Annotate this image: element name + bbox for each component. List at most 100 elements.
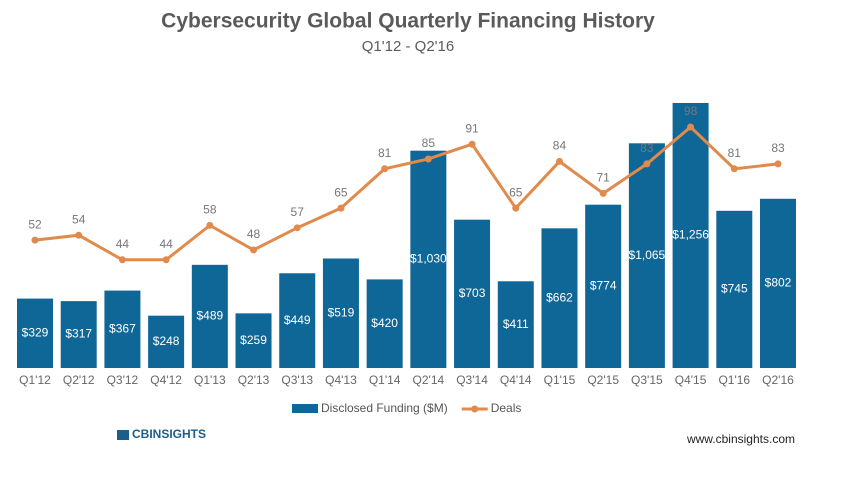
deals-line: [34, 124, 779, 262]
bar-value-label: $449: [284, 313, 311, 327]
bar-value-label: $248: [153, 334, 180, 348]
bar: [279, 273, 316, 368]
bar: [716, 210, 753, 368]
bar-value-label: $1,065: [629, 248, 666, 262]
deals-point: [31, 236, 39, 244]
x-tick-label: Q2'14: [413, 373, 445, 387]
bar: [497, 281, 534, 368]
deals-point: [730, 165, 738, 173]
deals-point: [643, 160, 651, 168]
deals-point: [687, 123, 695, 131]
deals-value-label: 71: [596, 171, 610, 185]
bar-value-label: $489: [196, 309, 223, 323]
deals-point: [337, 204, 345, 212]
deals-point: [512, 204, 520, 212]
deals-point: [118, 256, 126, 264]
x-tick-label: Q4'14: [500, 373, 532, 387]
deals-point: [774, 160, 782, 168]
bar-value-label: $1,256: [672, 228, 709, 242]
x-tick-label: Q1'12: [19, 373, 51, 387]
deals-point: [381, 165, 389, 173]
bar: [366, 279, 403, 368]
bar-value-label: $703: [459, 286, 486, 300]
bar: [760, 198, 796, 368]
deals-value-label: 81: [378, 146, 392, 160]
x-tick-label: Q2'12: [63, 373, 95, 387]
bar: [541, 228, 578, 368]
bar-value-label: $317: [65, 327, 92, 341]
deals-value-label: 91: [465, 121, 479, 135]
bar-value-label: $367: [109, 321, 136, 335]
deals-value-label: 83: [771, 141, 785, 155]
website: www.cbinsights.com: [686, 432, 795, 446]
bar-value-label: $802: [765, 276, 792, 290]
x-tick-label: Q2'16: [762, 373, 794, 387]
chart-subtitle: Q1'12 - Q2'16: [362, 38, 454, 55]
deals-point: [555, 157, 563, 165]
deals-value-label: 44: [159, 237, 173, 251]
bar: [672, 103, 709, 368]
deals-point: [599, 189, 607, 197]
deals-value-label: 65: [509, 185, 523, 199]
bar-value-label: $411: [503, 317, 529, 331]
legend-label: Disclosed Funding ($M): [321, 401, 448, 415]
bar: [235, 313, 272, 368]
bar: [104, 290, 141, 368]
bar: [148, 315, 185, 368]
bar: [191, 264, 228, 368]
deals-value-label: 48: [247, 227, 261, 241]
deals-value-label: 83: [640, 141, 654, 155]
bar-value-label: $329: [22, 325, 49, 339]
brand-text: CBINSIGHTS: [132, 427, 206, 441]
bar: [628, 143, 665, 368]
x-tick-label: Q4'15: [675, 373, 707, 387]
bar-value-label: $745: [721, 282, 748, 296]
bar: [410, 150, 447, 368]
legend-swatch: [292, 404, 318, 413]
deals-point: [75, 231, 83, 239]
brand-logo: CBINSIGHTS: [117, 427, 206, 441]
chart-title: Cybersecurity Global Quarterly Financing…: [161, 10, 655, 33]
x-tick-label: Q2'15: [587, 373, 619, 387]
logo-icon: [117, 430, 129, 440]
bar-value-label: $259: [240, 333, 267, 347]
deals-point: [206, 221, 214, 229]
x-tick-label: Q2'13: [238, 373, 270, 387]
x-tick-label: Q1'13: [194, 373, 226, 387]
x-tick-label: Q3'12: [107, 373, 139, 387]
legend-swatch-point: [471, 405, 479, 413]
deals-point: [424, 155, 432, 163]
deals-value-label: 98: [684, 104, 698, 118]
deals-point: [293, 224, 301, 232]
deals-value-label: 54: [72, 212, 86, 226]
x-tick-label: Q4'12: [150, 373, 182, 387]
x-tick-label: Q3'14: [456, 373, 488, 387]
bar-value-label: $1,030: [410, 252, 447, 266]
deals-value-label: 84: [553, 139, 567, 153]
bar-value-label: $774: [590, 279, 617, 293]
bar: [17, 298, 53, 368]
bar: [322, 258, 359, 368]
deals-value-label: 58: [203, 203, 217, 217]
x-tick-label: Q3'13: [281, 373, 313, 387]
deals-value-label: 52: [28, 217, 42, 231]
bar: [454, 219, 491, 368]
deals-value-label: 57: [291, 205, 305, 219]
deals-value-label: 85: [422, 136, 436, 150]
bar: [60, 301, 97, 368]
bar-value-label: $662: [546, 290, 573, 304]
deals-value-label: 44: [116, 237, 130, 251]
deals-value-label: 81: [728, 146, 742, 160]
x-tick-label: Q3'15: [631, 373, 663, 387]
deals-value-label: 65: [334, 185, 348, 199]
legend-label: Deals: [491, 401, 522, 415]
bar: [585, 204, 622, 368]
deals-point: [468, 140, 476, 148]
bar-value-label: $519: [328, 305, 355, 319]
bar-value-label: $420: [371, 316, 398, 330]
x-tick-label: Q1'15: [544, 373, 576, 387]
deals-point: [162, 256, 170, 264]
x-tick-label: Q1'16: [718, 373, 750, 387]
